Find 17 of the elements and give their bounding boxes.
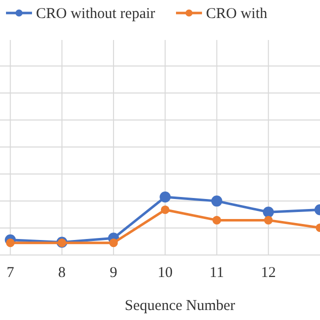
point <box>262 206 274 218</box>
x-tick-label: 9 <box>110 265 118 281</box>
point <box>109 238 118 248</box>
x-tick-label: 10 <box>158 265 173 281</box>
point <box>211 196 222 207</box>
point <box>6 238 15 248</box>
point <box>160 205 170 214</box>
x-axis-title: Sequence Number <box>124 298 236 314</box>
x-tick-label: 8 <box>58 265 66 281</box>
point <box>160 192 171 202</box>
point <box>264 216 273 224</box>
x-tick-label: 12 <box>260 265 276 281</box>
legend-label: CRO with <box>206 6 268 22</box>
point <box>212 216 222 224</box>
x-tick-label: 7 <box>6 265 15 281</box>
x-tick-label: 11 <box>210 265 224 281</box>
legend-label: CRO without repair <box>36 6 156 22</box>
